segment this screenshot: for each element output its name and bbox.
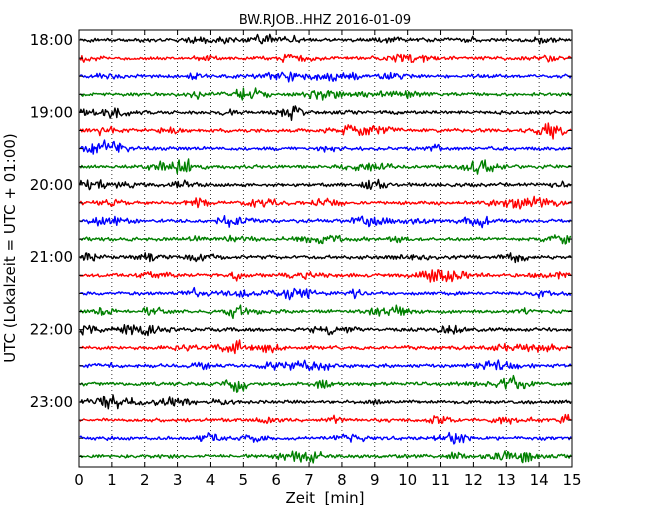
seismic-trace-12: [79, 234, 572, 245]
seismic-trace-14: [79, 269, 572, 283]
x-tick-label: 2: [140, 471, 150, 489]
grid-lines: [111, 30, 540, 467]
plot-frame: [78, 29, 573, 468]
seismic-trace-8: [79, 158, 572, 175]
seismic-trace-4: [79, 87, 572, 101]
seismic-trace-10: [79, 195, 572, 210]
seismic-trace-18: [79, 339, 572, 355]
y-tick-label: 23:00: [30, 393, 73, 411]
seismic-trace-16: [79, 304, 572, 320]
seismic-trace-22: [79, 413, 572, 425]
seismic-trace-9: [79, 178, 572, 191]
y-tick-label: 19:00: [30, 103, 73, 121]
x-tick-label: 3: [173, 471, 183, 489]
x-tick-label: 7: [304, 471, 314, 489]
trace-group: [79, 33, 572, 464]
x-tick-label: 15: [562, 471, 581, 489]
seismic-trace-15: [79, 286, 572, 301]
seismic-trace-1: [79, 33, 572, 45]
seismic-trace-19: [79, 359, 572, 372]
x-axis-label: Zeit [min]: [285, 489, 364, 507]
x-tick-label: 14: [530, 471, 549, 489]
x-tick-label: 8: [337, 471, 347, 489]
x-tick-label: 10: [398, 471, 417, 489]
x-tick-label: 11: [431, 471, 450, 489]
y-tick-label: 21:00: [30, 248, 73, 266]
y-tick-label: 22:00: [30, 321, 73, 339]
y-tick-label: 20:00: [30, 176, 73, 194]
x-tick-label: 9: [370, 471, 380, 489]
seismic-trace-24: [79, 450, 572, 464]
seismic-trace-21: [79, 394, 572, 410]
x-tick-label: 5: [239, 471, 249, 489]
seismic-trace-6: [79, 122, 572, 140]
x-tick-label: 12: [464, 471, 483, 489]
seismic-trace-17: [79, 324, 572, 337]
seismic-trace-11: [79, 214, 572, 229]
seismic-trace-2: [79, 53, 572, 63]
y-axis-label: UTC (Lokalzeit = UTC + 01:00): [1, 133, 19, 363]
x-tick-label: 6: [271, 471, 281, 489]
axis-ticks: 0 1 2 3 4 5 6 7 8 9 10 11 12 13 14 1518:0019:0020:0021:…: [30, 30, 582, 489]
seismic-trace-20: [79, 374, 572, 393]
seismic-trace-3: [79, 71, 572, 83]
y-tick-label: 18:00: [30, 31, 73, 49]
chart-title: BW.RJOB..HHZ 2016-01-09: [239, 13, 411, 28]
x-tick-label: 13: [497, 471, 516, 489]
seismic-trace-5: [79, 105, 572, 122]
seismic-trace-13: [79, 252, 572, 264]
seismic-trace-23: [79, 431, 572, 445]
x-tick-label: 4: [206, 471, 216, 489]
seismic-trace-7: [79, 139, 572, 155]
x-tick-label: 1: [107, 471, 117, 489]
x-tick-label: 0: [74, 471, 84, 489]
